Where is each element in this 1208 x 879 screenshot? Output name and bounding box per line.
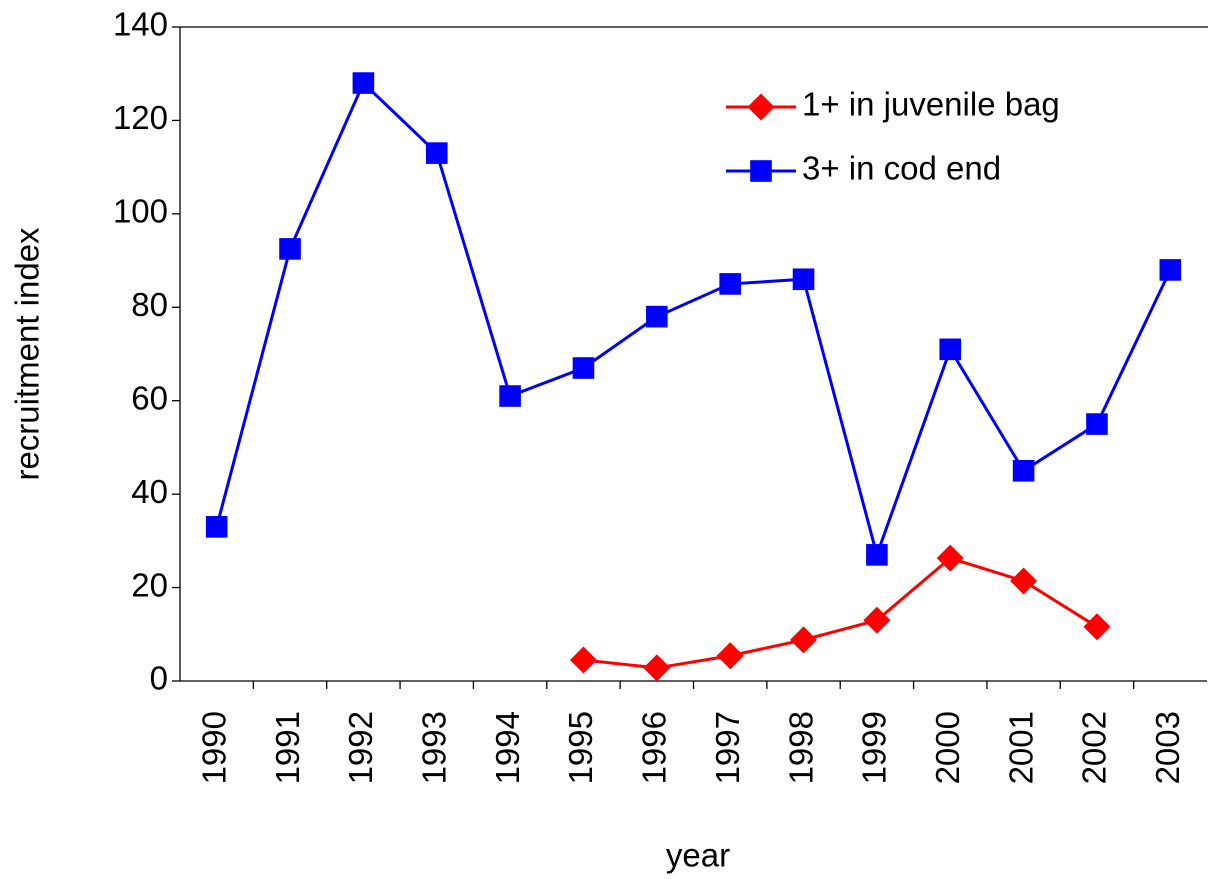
series-line [215,80,1172,560]
x-tick-label: 1992 [342,711,379,784]
data-point [569,646,597,674]
data-point [643,654,671,682]
x-tick-label: 1994 [489,711,526,784]
x-tick-label: 1991 [269,711,306,784]
y-axis-label: recruitment index [9,227,46,481]
data-point [572,357,595,379]
x-tick-label: 1995 [562,711,599,784]
x-tick-label: 1999 [856,711,893,784]
legend-label: 3+ in cod end [802,150,1001,187]
data-point [499,385,521,407]
legend-label: 1+ in juvenile bag [802,86,1060,123]
legend-marker [747,93,775,121]
data-point [939,338,962,361]
x-axis-label: year [666,837,730,874]
data-point [863,606,891,634]
data-point [1083,613,1111,641]
data-point [716,642,744,670]
y-tick-label: 40 [131,473,168,510]
y-tick-label: 140 [113,6,168,43]
x-tick-label: 1990 [195,711,232,784]
x-tick-label: 2002 [1076,711,1113,784]
data-point [279,238,301,260]
y-tick-label: 80 [131,286,168,323]
data-point [866,544,888,566]
x-tick-label: 1998 [782,711,819,784]
y-tick-label: 120 [113,99,168,136]
data-point [719,273,741,295]
data-point [936,544,964,572]
series-line [583,556,1098,670]
y-tick-label: 20 [131,566,168,603]
data-point [1012,459,1035,482]
x-tick-label: 2000 [929,711,966,784]
data-point [205,516,228,538]
data-point [646,305,668,328]
y-tick-label: 60 [131,379,168,416]
x-tick-label: 2003 [1149,711,1186,784]
data-point [352,72,375,94]
x-tick-label: 1997 [709,711,746,784]
x-tick-label: 2001 [1002,711,1039,784]
data-point [1159,259,1182,281]
y-tick-label: 100 [113,193,168,230]
data-point [1086,413,1108,435]
y-tick-label: 0 [150,660,168,697]
x-tick-label: 1993 [415,711,452,784]
data-point [790,626,818,654]
data-point [425,142,448,164]
data-point [1010,567,1038,595]
legend-marker [750,160,772,182]
data-point [792,268,815,291]
x-tick-label: 1996 [636,711,673,784]
